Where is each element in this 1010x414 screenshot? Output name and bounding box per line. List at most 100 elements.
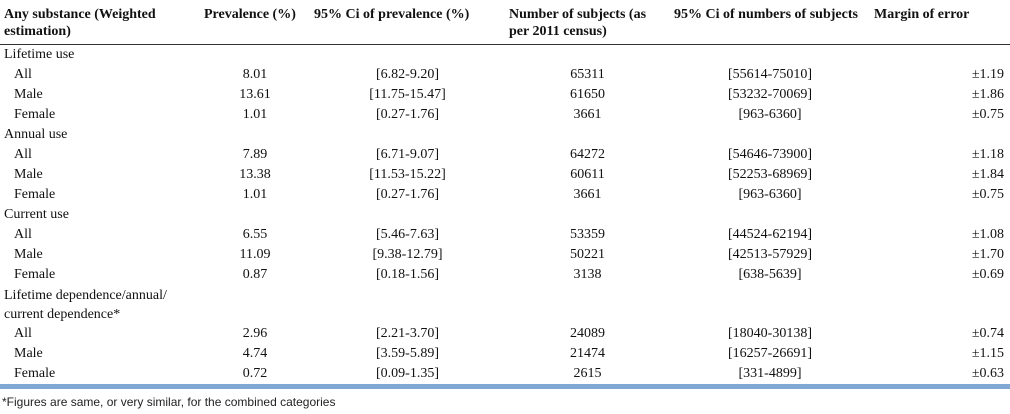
subjects-cell: 3138 xyxy=(573,267,602,282)
ci-subjects-cell: [55614-75010] xyxy=(728,67,812,82)
subjects-cell: 65311 xyxy=(570,67,605,82)
empty-cell xyxy=(200,205,310,225)
ci-subjects-cell: [963-6360] xyxy=(738,187,802,202)
table-row: All 7.89 [6.71-9.07] 64272 [54646-73900] ±1.1… xyxy=(0,145,1010,165)
header-prevalence: Prevalence (%) xyxy=(204,7,296,22)
ci-subjects-cell: [16257-26691] xyxy=(728,346,812,361)
prevalence-cell: 7.89 xyxy=(242,147,268,162)
subjects-cell: 61650 xyxy=(570,87,605,102)
ci-prevalence-cell: [0.18-1.56] xyxy=(376,267,439,282)
empty-cell xyxy=(505,125,670,145)
header-subjects: Number of subjects (as per 2011 census) xyxy=(509,7,647,39)
margin-cell: ±1.19 xyxy=(971,67,1004,82)
prevalence-cell: 0.72 xyxy=(242,366,268,381)
row-label: Female xyxy=(14,107,56,122)
subjects-cell: 64272 xyxy=(570,147,605,162)
ci-subjects-cell: [331-4899] xyxy=(738,366,802,381)
prevalence-cell: 13.38 xyxy=(239,167,271,182)
ci-prevalence-cell: [9.38-12.79] xyxy=(372,247,443,262)
row-label: Female xyxy=(14,366,56,381)
row-label: All xyxy=(14,227,32,242)
ci-prevalence-cell: [0.27-1.76] xyxy=(376,187,439,202)
section-row: Lifetime use xyxy=(0,45,1010,66)
ci-prevalence-cell: [11.75-15.47] xyxy=(369,87,446,102)
empty-cell xyxy=(505,285,670,324)
empty-cell xyxy=(670,45,870,66)
header-ci-subjects: 95% Ci of numbers of subjects xyxy=(674,7,858,22)
section-title: Annual use xyxy=(4,127,68,142)
margin-cell: ±0.75 xyxy=(971,107,1004,122)
table-row: Female 0.87 [0.18-1.56] 3138 [638-5639] ±0.69 xyxy=(0,265,1010,285)
empty-cell xyxy=(870,285,1010,324)
table-row: Male 11.09 [9.38-12.79] 50221 [42513-57929] ±… xyxy=(0,245,1010,265)
row-label: All xyxy=(14,147,32,162)
bottom-rule xyxy=(0,384,1010,389)
row-label: Female xyxy=(14,267,56,282)
empty-cell xyxy=(670,285,870,324)
empty-cell xyxy=(870,125,1010,145)
margin-cell: ±1.18 xyxy=(971,147,1004,162)
margin-cell: ±0.63 xyxy=(971,366,1004,381)
section-title: Lifetime dependence/annual/ current depe… xyxy=(4,288,167,322)
table-row: All 8.01 [6.82-9.20] 65311 [55614-75010] ±1.1… xyxy=(0,65,1010,85)
ci-subjects-cell: [18040-30138] xyxy=(728,326,812,341)
margin-cell: ±1.86 xyxy=(971,87,1004,102)
margin-cell: ±0.69 xyxy=(971,267,1004,282)
prevalence-cell: 2.96 xyxy=(242,326,268,341)
table-row: Male 13.61 [11.75-15.47] 61650 [53232-70069]… xyxy=(0,85,1010,105)
prevalence-cell: 1.01 xyxy=(242,187,268,202)
table-row: All 2.96 [2.21-3.70] 24089 [18040-30138] ±0.7… xyxy=(0,324,1010,344)
prevalence-table: Any substance (Weighted estimation) Prev… xyxy=(0,0,1010,385)
ci-prevalence-cell: [2.21-3.70] xyxy=(376,326,439,341)
section-row: Lifetime dependence/annual/ current depe… xyxy=(0,285,1010,324)
ci-prevalence-cell: [0.27-1.76] xyxy=(376,107,439,122)
empty-cell xyxy=(670,125,870,145)
subjects-cell: 60611 xyxy=(570,167,605,182)
section-row: Current use xyxy=(0,205,1010,225)
prevalence-cell: 6.55 xyxy=(242,227,268,242)
empty-cell xyxy=(200,45,310,66)
empty-cell xyxy=(200,125,310,145)
ci-prevalence-cell: [6.82-9.20] xyxy=(376,67,439,82)
ci-subjects-cell: [638-5639] xyxy=(738,267,802,282)
row-label: Male xyxy=(14,87,43,102)
empty-cell xyxy=(505,45,670,66)
subjects-cell: 24089 xyxy=(570,326,605,341)
table-row: Female 0.72 [0.09-1.35] 2615 [331-4899] ±0.63 xyxy=(0,364,1010,384)
margin-cell: ±1.15 xyxy=(971,346,1004,361)
prevalence-cell: 11.09 xyxy=(239,247,271,262)
empty-cell xyxy=(870,205,1010,225)
margin-cell: ±0.74 xyxy=(971,326,1004,341)
ci-prevalence-cell: [11.53-15.22] xyxy=(369,167,446,182)
empty-cell xyxy=(870,45,1010,66)
row-label: Male xyxy=(14,167,43,182)
empty-cell xyxy=(200,285,310,324)
margin-cell: ±1.08 xyxy=(971,227,1004,242)
ci-subjects-cell: [53232-70069] xyxy=(728,87,812,102)
subjects-cell: 50221 xyxy=(570,247,605,262)
table-row: Male 13.38 [11.53-15.22] 60611 [52253-68969]… xyxy=(0,165,1010,185)
ci-prevalence-cell: [5.46-7.63] xyxy=(376,227,439,242)
empty-cell xyxy=(310,205,505,225)
subjects-cell: 21474 xyxy=(570,346,605,361)
row-label: Female xyxy=(14,187,56,202)
ci-prevalence-cell: [0.09-1.35] xyxy=(376,366,439,381)
margin-cell: ±1.70 xyxy=(971,247,1004,262)
header-row: Any substance (Weighted estimation) Prev… xyxy=(0,0,1010,45)
empty-cell xyxy=(310,45,505,66)
table-row: All 6.55 [5.46-7.63] 53359 [44524-62194] ±1.0… xyxy=(0,225,1010,245)
ci-subjects-cell: [52253-68969] xyxy=(728,167,812,182)
prevalence-cell: 4.74 xyxy=(242,346,268,361)
header-ci-prevalence: 95% Ci of prevalence (%) xyxy=(314,7,470,22)
margin-cell: ±1.84 xyxy=(971,167,1004,182)
footnote: *Figures are same, or very similar, for … xyxy=(2,395,336,409)
section-row: Annual use xyxy=(0,125,1010,145)
header-margin: Margin of error xyxy=(874,7,970,22)
table-body: Lifetime use All 8.01 [6.82-9.20] 65311 [5561… xyxy=(0,45,1010,385)
margin-cell: ±0.75 xyxy=(971,187,1004,202)
prevalence-cell: 1.01 xyxy=(242,107,268,122)
section-title: Current use xyxy=(4,207,69,222)
ci-prevalence-cell: [3.59-5.89] xyxy=(376,346,439,361)
subjects-cell: 53359 xyxy=(570,227,605,242)
